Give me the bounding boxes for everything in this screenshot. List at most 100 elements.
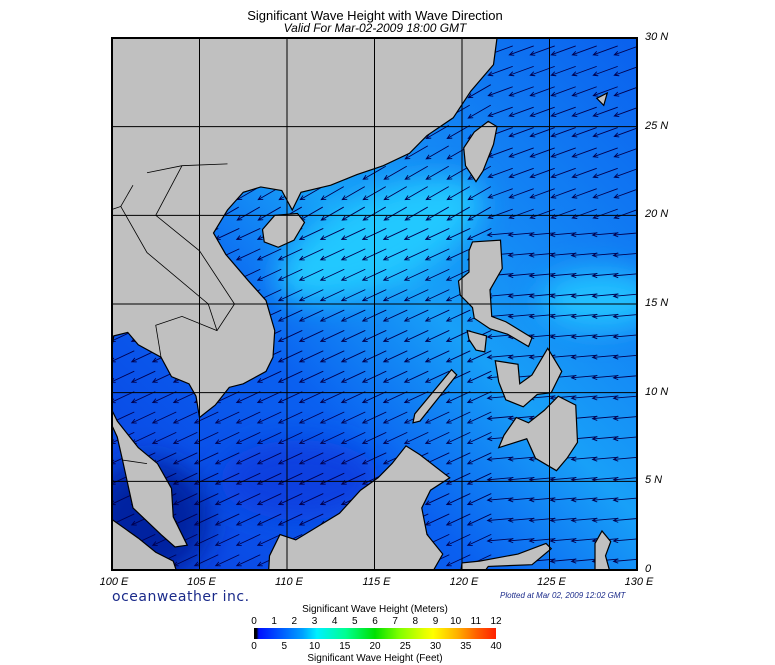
wave-direction-arrow: [529, 188, 555, 199]
wave-direction-arrow: [591, 252, 619, 258]
wave-direction-arrow: [256, 452, 282, 465]
wave-direction-arrow: [256, 370, 282, 383]
meters-tick: 9: [432, 616, 439, 627]
wave-direction-arrow: [507, 313, 535, 319]
wave-direction-arrow: [570, 456, 598, 462]
wave-direction-arrow: [467, 186, 491, 201]
plotted-timestamp: Plotted at Mar 02, 2009 12:02 GMT: [500, 591, 626, 600]
wave-direction-arrow: [130, 370, 156, 383]
wave-direction-arrow: [570, 293, 598, 299]
wave-direction-arrow: [592, 188, 618, 199]
wave-direction-arrow: [487, 65, 513, 77]
wave-direction-arrow: [591, 272, 619, 279]
wave-direction-arrow: [467, 206, 491, 221]
wave-direction-arrow: [424, 350, 450, 363]
wave-direction-arrow: [487, 86, 513, 97]
lon-label: 110 E: [275, 576, 303, 588]
wave-direction-arrow: [486, 415, 514, 421]
feet-tick: 30: [429, 641, 442, 652]
wave-direction-arrow: [319, 350, 345, 363]
wave-direction-arrow: [382, 330, 408, 342]
wave-direction-arrow: [403, 330, 429, 342]
wave-direction-arrow: [466, 493, 492, 506]
wave-direction-arrow: [613, 66, 637, 77]
wave-direction-arrow: [612, 538, 637, 544]
wave-direction-arrow: [466, 452, 492, 465]
wave-direction-arrow: [486, 517, 514, 523]
wave-direction-arrow: [319, 248, 345, 261]
wave-direction-arrow: [550, 127, 576, 138]
land-ryukyu: [595, 91, 609, 107]
meters-tick: 2: [291, 616, 298, 627]
country-border: [122, 459, 148, 464]
wave-direction-arrow: [591, 374, 619, 381]
wave-direction-arrow: [235, 554, 261, 567]
wave-direction-arrow: [508, 188, 534, 199]
wave-direction-arrow: [570, 272, 598, 279]
wave-direction-arrow: [214, 493, 240, 506]
wave-direction-arrow: [235, 533, 261, 546]
wave-direction-arrow: [446, 206, 470, 221]
wave-direction-arrow: [445, 268, 471, 281]
wave-direction-arrow: [256, 391, 282, 404]
wave-direction-arrow: [466, 431, 492, 444]
lon-label: 125 E: [537, 576, 566, 588]
wave-direction-arrow: [277, 391, 303, 404]
wave-direction-arrow: [193, 452, 219, 465]
wave-direction-arrow: [340, 268, 366, 281]
wave-direction-arrow: [507, 497, 535, 503]
wave-direction-arrow: [592, 65, 618, 77]
wave-direction-arrow: [298, 452, 324, 465]
wave-direction-arrow: [570, 354, 598, 360]
wave-direction-arrow: [570, 517, 598, 523]
wave-direction-arrow: [382, 268, 408, 281]
wave-direction-arrow: [591, 436, 619, 442]
wave-direction-arrow: [403, 431, 429, 444]
wave-direction-arrow: [319, 452, 345, 465]
wave-direction-arrow: [319, 228, 345, 240]
wave-direction-arrow: [277, 289, 303, 302]
wave-direction-arrow: [403, 370, 429, 383]
wave-direction-arrow: [591, 395, 619, 401]
wave-direction-arrow: [382, 289, 408, 302]
wave-direction-arrow: [424, 248, 450, 261]
brand-logo: oceanweather inc.: [112, 589, 250, 605]
wave-direction-arrow: [508, 147, 534, 158]
land-masses: [112, 38, 612, 570]
wave-direction-arrow: [486, 232, 514, 238]
wave-direction-arrow: [592, 147, 618, 158]
wave-direction-arrow: [193, 493, 219, 506]
wave-direction-arrow: [613, 127, 637, 138]
wave-direction-arrow: [528, 252, 556, 258]
wave-direction-arrow: [445, 228, 471, 240]
wave-direction-arrow: [425, 186, 449, 201]
wave-direction-arrow: [235, 452, 261, 465]
wave-direction-arrow: [424, 289, 450, 302]
wave-direction-arrow: [256, 493, 282, 506]
wave-direction-arrow: [193, 513, 219, 526]
wave-direction-arrow: [277, 248, 303, 261]
wave-direction-arrow: [214, 431, 240, 444]
wave-direction-arrow: [570, 334, 598, 340]
meters-tick: 7: [392, 616, 398, 627]
wave-direction-arrow: [486, 538, 514, 544]
wave-direction-arrow: [508, 45, 534, 56]
wave-direction-arrow: [550, 106, 576, 117]
wave-direction-arrow: [528, 272, 556, 279]
lat-label: 10 N: [645, 385, 669, 398]
wave-direction-arrow: [613, 46, 637, 56]
lat-label: 15 N: [645, 297, 669, 309]
legend-title-meters: Significant Wave Height (Meters): [302, 604, 448, 615]
wave-direction-arrow: [487, 188, 513, 199]
land-mindoro: [466, 329, 488, 353]
wave-direction-arrow: [277, 452, 303, 465]
wave-direction-arrow: [445, 330, 471, 342]
wave-direction-arrow: [298, 493, 324, 506]
lat-label: 25 N: [645, 119, 669, 132]
wave-direction-arrow: [529, 86, 555, 97]
wave-direction-arrow: [320, 186, 344, 201]
wave-direction-arrow: [445, 513, 471, 526]
wave-direction-arrow: [446, 186, 470, 201]
wave-direction-arrow: [424, 228, 450, 240]
wave-direction-arrow: [550, 45, 576, 56]
